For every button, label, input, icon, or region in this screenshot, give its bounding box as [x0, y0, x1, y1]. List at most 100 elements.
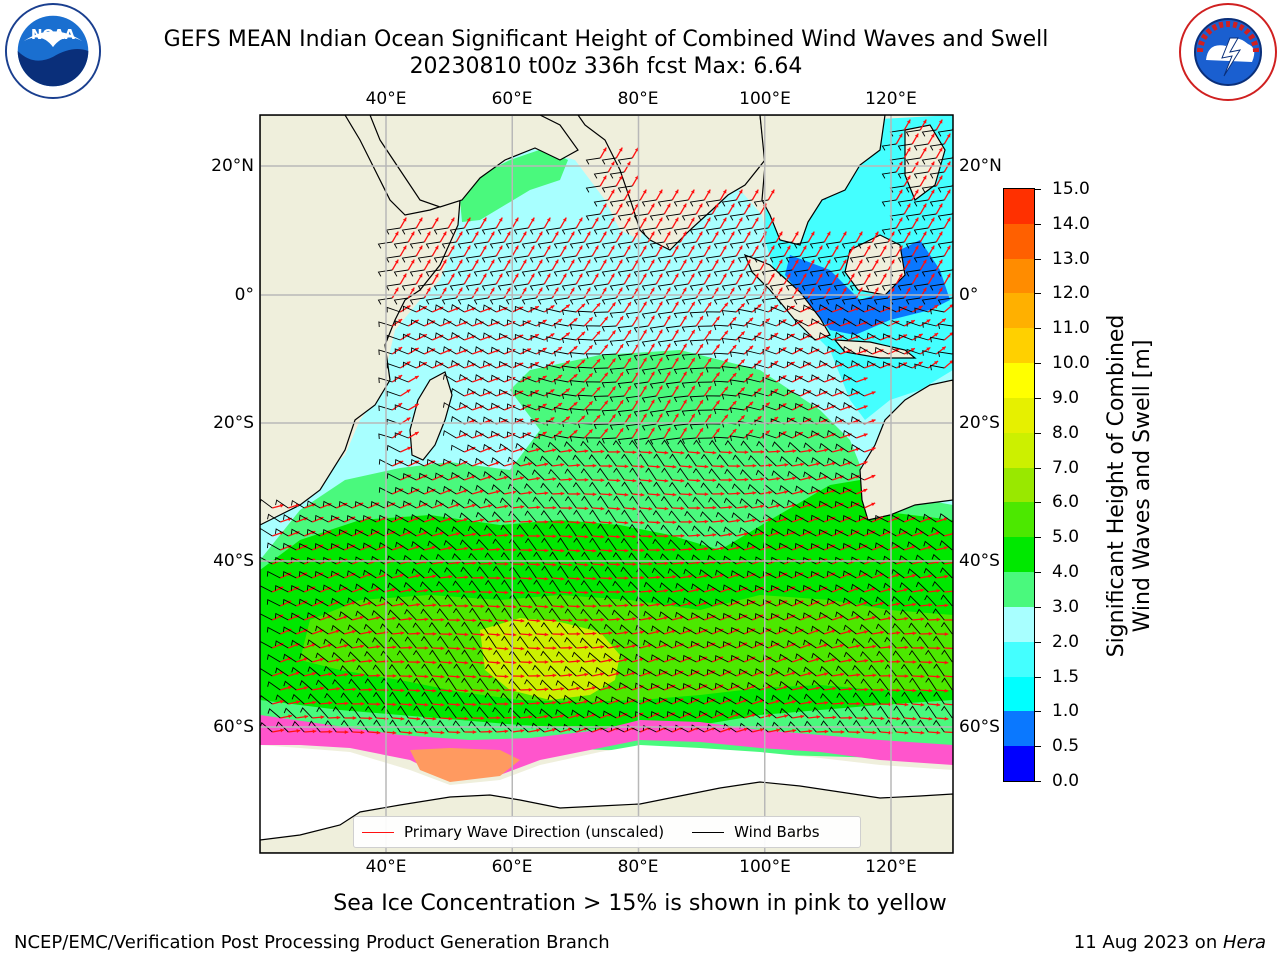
wind-barb — [779, 513, 793, 523]
wind-barb — [913, 171, 929, 179]
wave-direction-arrowhead — [552, 646, 557, 651]
wave-direction-arrowhead — [840, 672, 845, 677]
wave-direction-arrowhead — [408, 730, 413, 735]
wind-barb — [298, 598, 313, 607]
wind-barb — [508, 510, 521, 523]
wave-direction-arrowhead — [488, 729, 493, 734]
wind-barb — [396, 622, 409, 635]
wind-barb — [395, 541, 409, 551]
wave-direction-arrowhead — [488, 646, 493, 651]
wave-direction-arrowhead — [808, 448, 813, 453]
wind-barb — [539, 708, 553, 719]
wave-direction-arrowhead — [544, 491, 549, 496]
wind-barb — [539, 455, 553, 467]
wave-direction-arrowhead — [794, 287, 799, 292]
wave-direction-arrowhead — [568, 700, 573, 705]
wave-direction-arrowhead — [752, 491, 757, 495]
wave-direction-arrowhead — [736, 464, 741, 468]
wind-barb — [675, 611, 689, 621]
wave-direction-arrowhead — [858, 231, 863, 236]
wave-direction-arrowhead — [946, 273, 951, 278]
wind-barb — [363, 623, 377, 635]
footer-machine: Hera — [1222, 932, 1266, 953]
wave-direction-arrowhead — [527, 348, 532, 352]
wind-barb — [892, 622, 905, 635]
wind-barb — [665, 241, 681, 249]
wind-barb — [585, 213, 601, 221]
wave-direction-arrowhead — [554, 259, 559, 264]
wind-barb — [553, 297, 569, 305]
wave-direction-arrowhead — [604, 344, 608, 349]
wind-barb — [298, 571, 313, 579]
colorbar — [1003, 188, 1035, 782]
wave-direction-arrowhead — [896, 659, 901, 664]
wind-barb — [589, 481, 601, 495]
wind-barb — [732, 454, 745, 467]
wind-barb — [267, 708, 281, 719]
wave-direction-arrowhead — [765, 402, 770, 407]
wind-barb — [645, 439, 657, 453]
colorbar-tick — [1034, 363, 1041, 365]
wind-barb — [738, 668, 753, 677]
wind-barb — [609, 395, 625, 402]
colorbar-segment — [1004, 711, 1034, 747]
lat-label-right-20s: 20°S — [959, 413, 1000, 433]
wind-barb — [453, 691, 465, 705]
wind-barb — [689, 311, 705, 318]
wind-barb — [809, 241, 825, 249]
wind-barb — [683, 539, 697, 551]
wave-direction-arrowhead — [699, 344, 703, 348]
wind-barb — [609, 255, 625, 263]
wind-barb — [427, 513, 441, 523]
wave-direction-arrowhead — [368, 687, 373, 692]
wave-direction-arrowhead — [456, 730, 461, 735]
wave-direction-arrowhead — [650, 259, 655, 264]
wave-direction-arrowhead — [691, 301, 695, 306]
wind-barb — [689, 199, 705, 207]
wind-barb — [459, 512, 473, 523]
wave-direction-arrowhead — [707, 302, 712, 307]
colorbar-tick-label: 14.0 — [1052, 213, 1090, 234]
wind-barb — [347, 651, 361, 663]
wind-barb — [492, 706, 505, 719]
colorbar-tick — [1034, 711, 1041, 713]
wind-barb — [557, 565, 569, 579]
wind-barb — [682, 710, 697, 719]
wind-barb — [332, 706, 345, 719]
wind-barb — [522, 348, 537, 355]
wind-barb — [485, 663, 497, 677]
wave-direction-arrowhead — [576, 492, 581, 496]
wave-direction-arrowhead — [783, 685, 788, 690]
wave-direction-arrowhead — [740, 359, 745, 364]
wind-barb — [260, 585, 273, 593]
wind-barb — [699, 569, 713, 579]
wind-barb — [844, 678, 857, 691]
wind-barb — [618, 710, 633, 719]
wind-barb — [700, 482, 713, 495]
wind-barb — [811, 457, 825, 467]
wind-barb — [445, 677, 457, 691]
colorbar-tick — [1034, 746, 1041, 748]
wave-direction-arrowhead — [688, 492, 693, 497]
footer-date: 11 Aug 2023 on Hera — [1074, 932, 1266, 953]
wave-direction-arrowhead — [504, 674, 509, 679]
wind-barb — [577, 283, 593, 291]
wave-direction-arrowhead — [724, 414, 728, 419]
colorbar-tick — [1034, 258, 1041, 260]
wind-barb — [820, 693, 833, 705]
wave-direction-arrowhead — [632, 506, 637, 511]
wave-direction-arrowhead — [432, 716, 437, 721]
wave-direction-arrowhead — [632, 562, 637, 567]
wind-barb — [553, 434, 569, 441]
wind-barb — [665, 381, 681, 389]
wind-barb — [924, 594, 937, 607]
wave-direction-arrowhead — [691, 357, 695, 362]
wave-direction-arrowhead — [618, 259, 623, 264]
wind-barb — [348, 678, 361, 691]
arabia-land — [369, 115, 579, 208]
wave-direction-arrowhead — [944, 603, 949, 608]
wave-direction-arrowhead — [536, 673, 541, 678]
wave-direction-arrowhead — [848, 658, 853, 663]
wind-barb — [282, 514, 297, 523]
wave-direction-arrowhead — [552, 505, 557, 510]
